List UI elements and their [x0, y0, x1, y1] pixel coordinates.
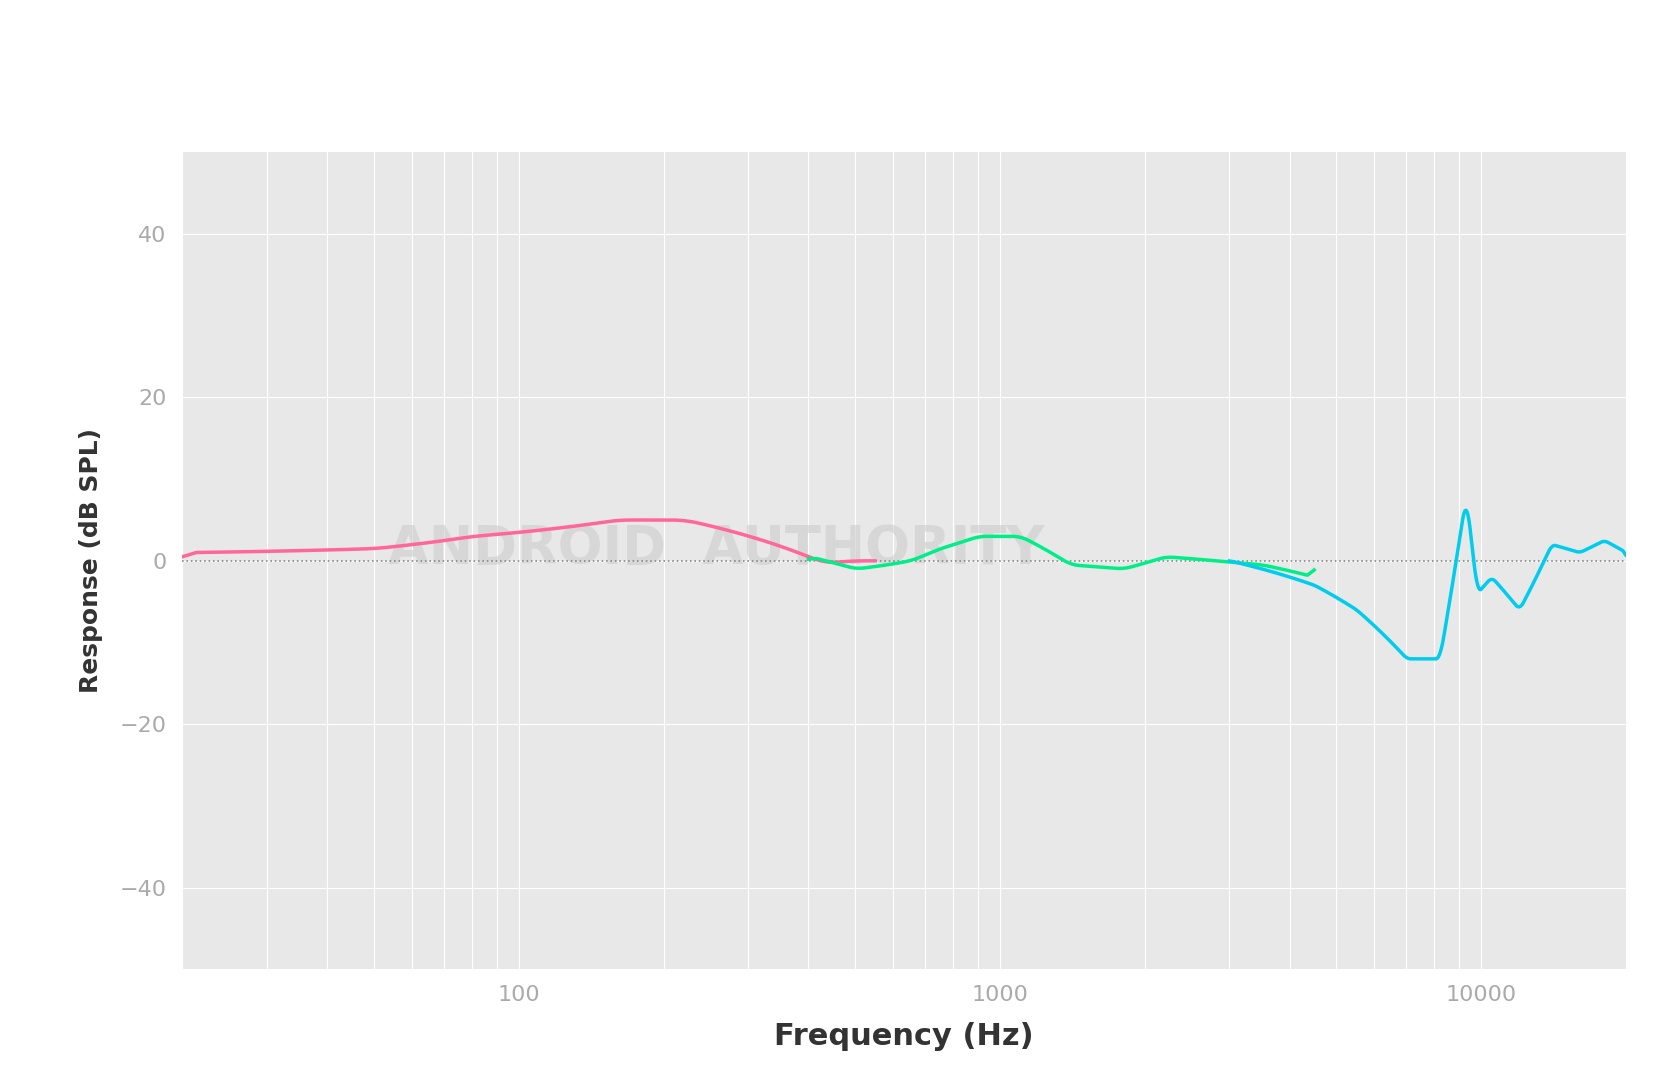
Y-axis label: Response (dB SPL): Response (dB SPL) — [80, 428, 103, 694]
X-axis label: Frequency (Hz): Frequency (Hz) — [775, 1021, 1034, 1051]
Text: ANDROID  AUTHORITY: ANDROID AUTHORITY — [388, 523, 1045, 575]
Text: UA True Wireless Flash Frequency Response: UA True Wireless Flash Frequency Respons… — [312, 46, 1347, 87]
